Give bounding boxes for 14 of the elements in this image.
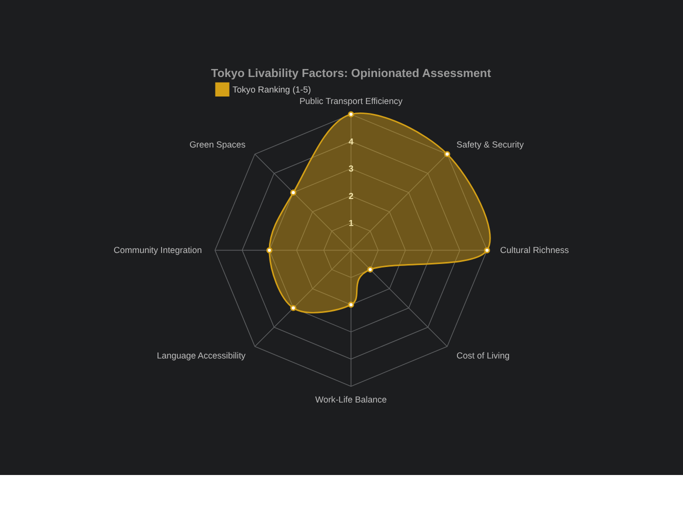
- chart-title: Tokyo Livability Factors: Opinionated Assessment: [211, 66, 492, 80]
- y-tick-label: 2: [348, 190, 354, 201]
- spoke-label: Language Accessibility: [156, 350, 246, 361]
- spoke-label: Green Spaces: [189, 140, 246, 150]
- spoke-label: Cultural Richness: [500, 245, 570, 256]
- spoke-label: Community Integration: [114, 245, 202, 256]
- y-tick-label: 1: [348, 218, 354, 228]
- y-tick-label: 3: [348, 164, 354, 174]
- spoke-label: Public Transport Efficiency: [299, 96, 404, 106]
- spoke-label: Work-Life Balance: [315, 394, 387, 404]
- legend-label: Tokyo Ranking (1-5): [232, 84, 312, 94]
- spoke-label: Safety & Security: [456, 140, 524, 150]
- y-tick-label: 4: [348, 136, 354, 146]
- spoke-label: Cost of Living: [456, 350, 510, 361]
